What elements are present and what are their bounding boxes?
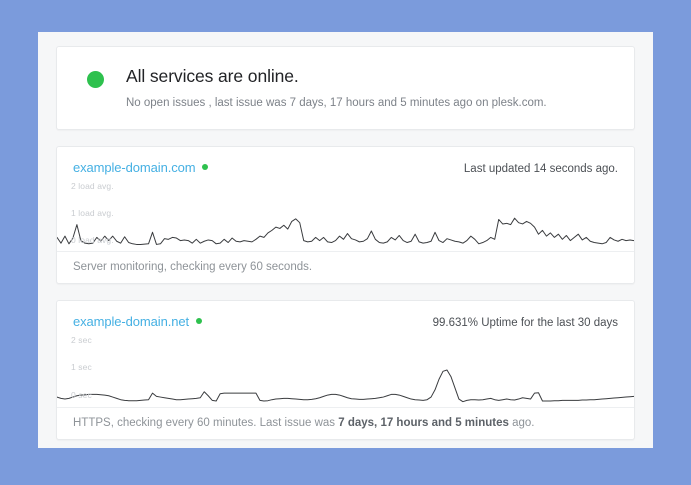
status-dot-online-icon bbox=[196, 318, 202, 325]
monitor-card-header: example-domain.net 99.631% Uptime for th… bbox=[57, 301, 634, 333]
response-time-chart: 2 sec 1 sec 0 sec bbox=[57, 333, 634, 407]
status-banner-text: All services are online. No open issues … bbox=[126, 65, 547, 111]
footer-prefix-text: HTTPS, checking every 60 minutes. Last i… bbox=[73, 416, 339, 429]
monitor-card-header: example-domain.com Last updated 14 secon… bbox=[57, 147, 634, 179]
domain-wrapper: example-domain.net bbox=[73, 314, 202, 329]
chart-line-path bbox=[57, 370, 634, 402]
load-average-chart: 2 load avg. 1 load avg. 0 load avg. bbox=[57, 179, 634, 251]
chart-line-svg bbox=[57, 333, 634, 407]
footer-emphasis-text: 7 days, 17 hours and 5 minutes bbox=[338, 416, 509, 429]
cards-container: All services are online. No open issues … bbox=[38, 32, 653, 440]
monitor-card: example-domain.net 99.631% Uptime for th… bbox=[56, 299, 635, 440]
domain-wrapper: example-domain.com bbox=[73, 159, 209, 175]
status-dot-online-icon bbox=[202, 164, 209, 171]
monitor-card-footer: Server monitoring, checking every 60 sec… bbox=[57, 250, 634, 283]
uptime-label: 99.631% Uptime for the last 30 days bbox=[432, 316, 618, 329]
status-banner-subtitle: No open issues , last issue was 7 days, … bbox=[126, 96, 547, 109]
domain-link[interactable]: example-domain.com bbox=[73, 159, 196, 175]
status-banner-card: All services are online. No open issues … bbox=[56, 46, 635, 130]
chart-line-path bbox=[57, 218, 634, 244]
status-banner-title: All services are online. bbox=[126, 66, 299, 86]
status-dot-online-icon bbox=[87, 71, 104, 88]
domain-link[interactable]: example-domain.net bbox=[73, 313, 189, 329]
chart-line-svg bbox=[57, 179, 634, 251]
footer-suffix-text: ago. bbox=[508, 416, 535, 429]
monitor-card-footer: HTTPS, checking every 60 minutes. Last i… bbox=[57, 406, 634, 439]
status-page-frame: All services are online. No open issues … bbox=[38, 32, 653, 448]
footer-prefix-text: Server monitoring, checking every 60 sec… bbox=[73, 260, 313, 273]
monitor-card: example-domain.com Last updated 14 secon… bbox=[56, 145, 635, 284]
last-updated-label: Last updated 14 seconds ago. bbox=[463, 162, 618, 175]
